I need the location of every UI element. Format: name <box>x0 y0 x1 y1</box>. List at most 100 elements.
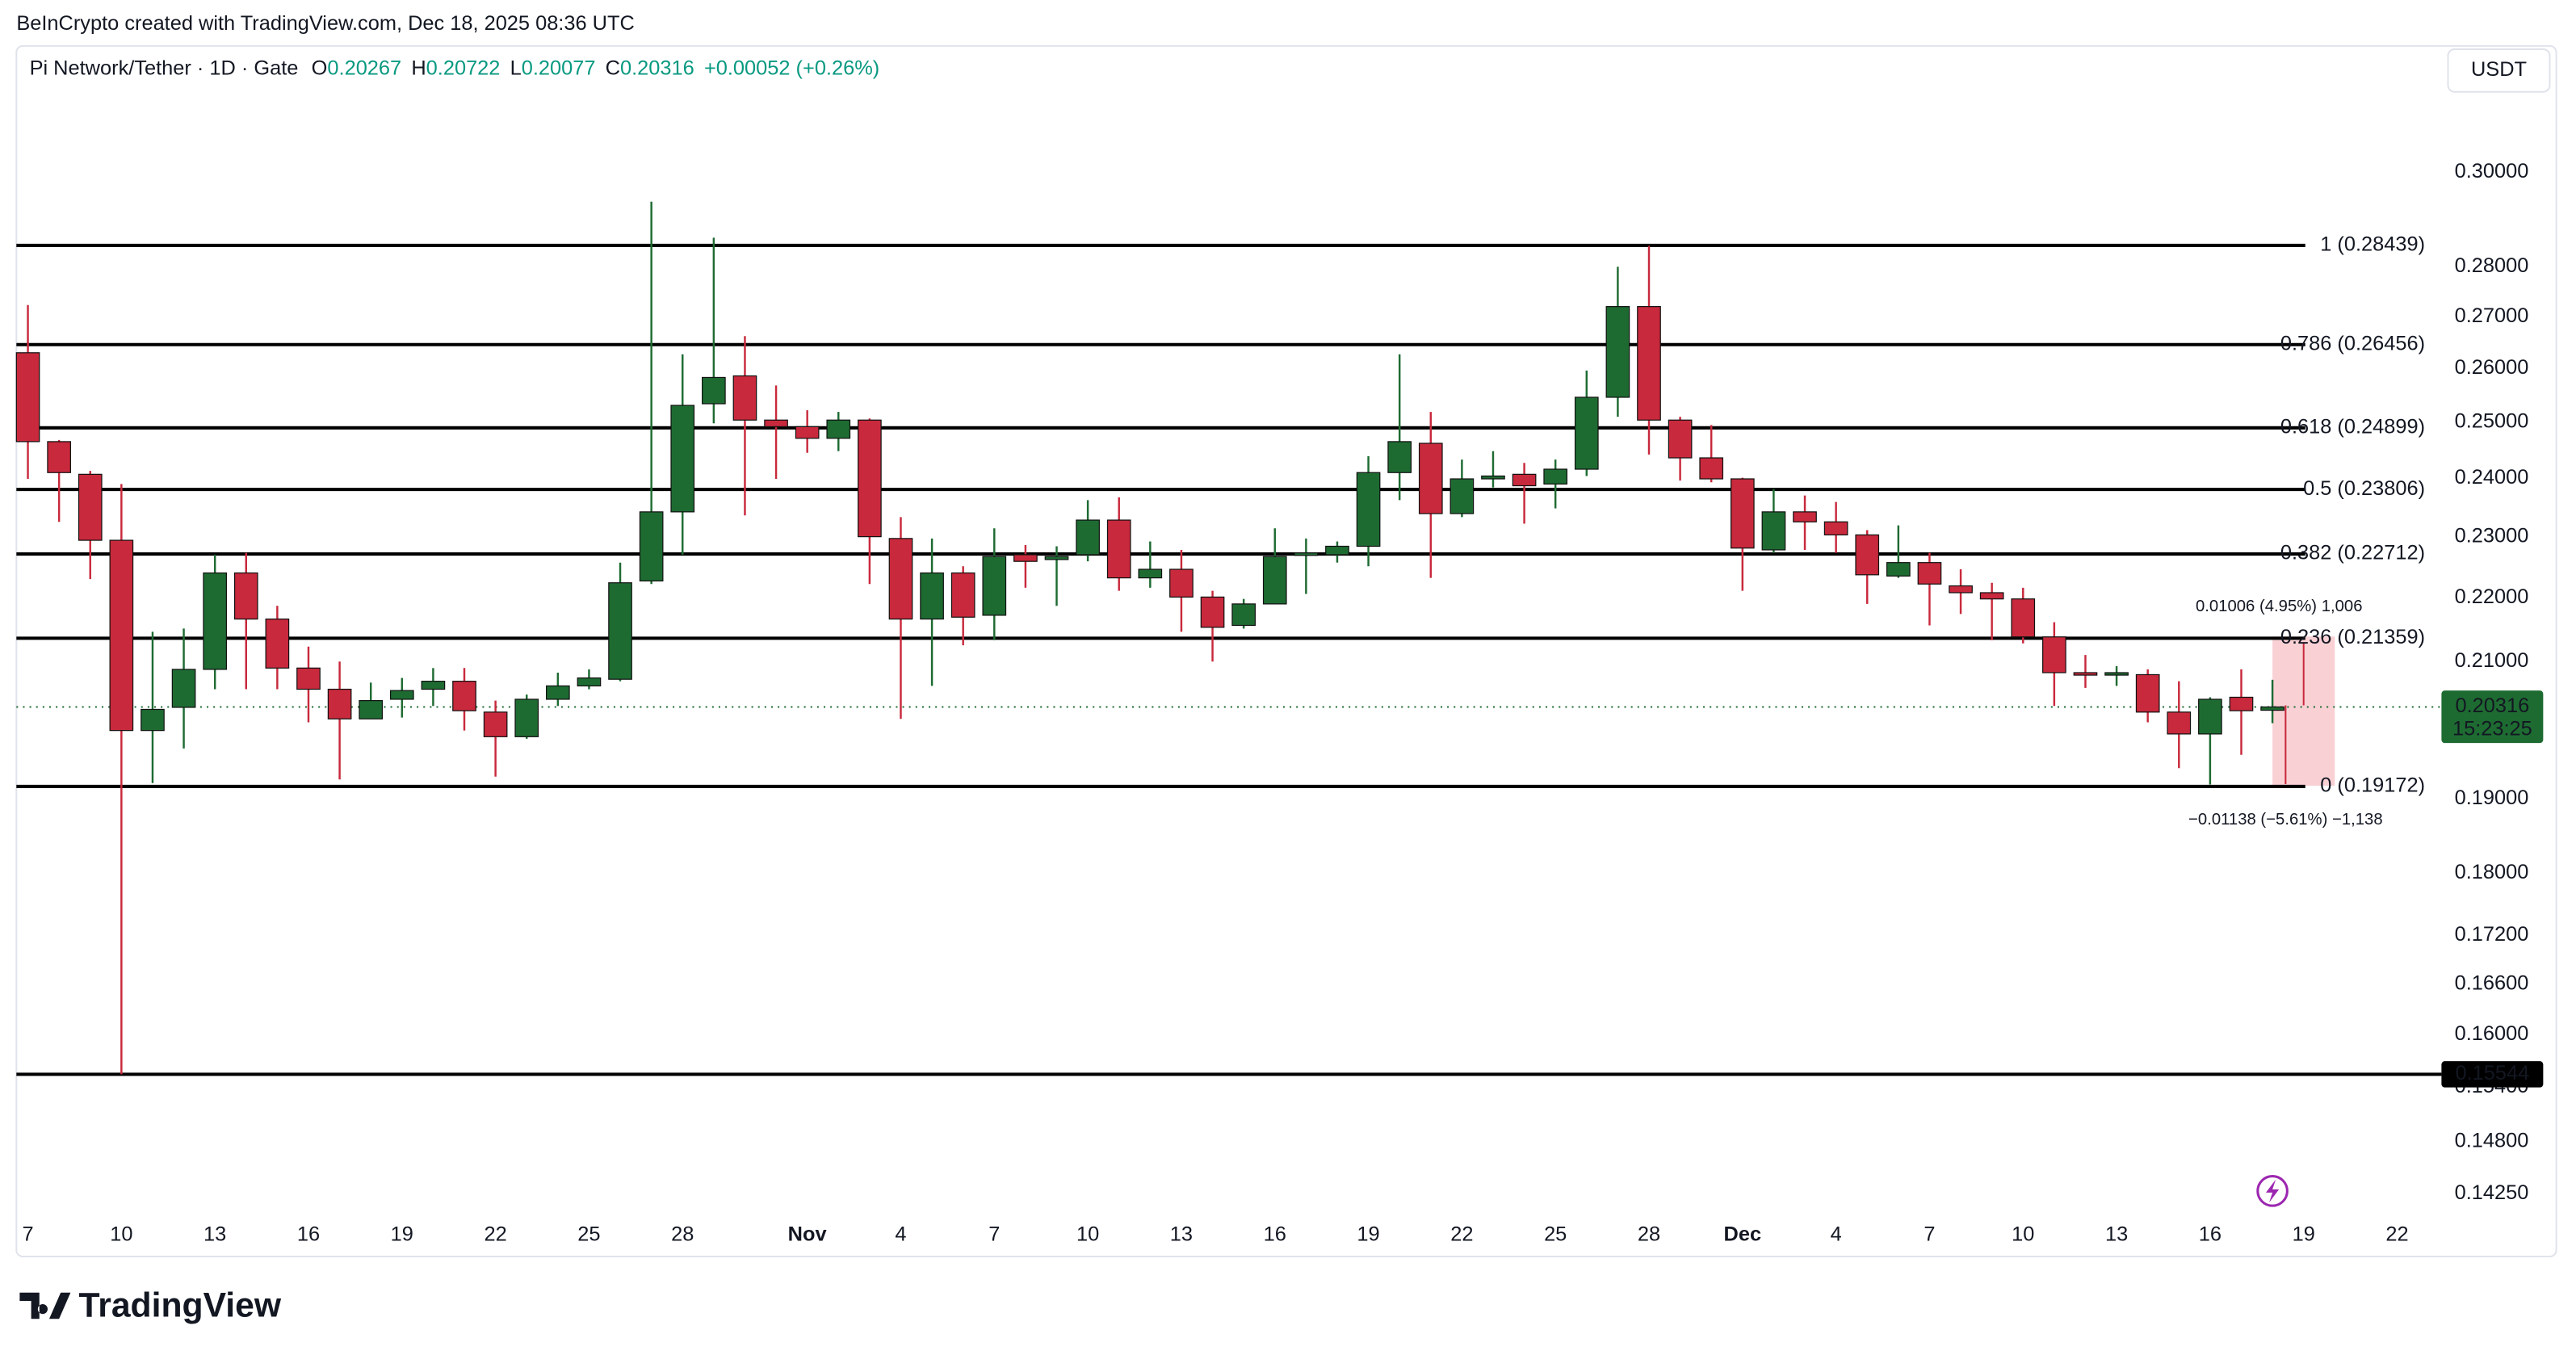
candle-body <box>1325 545 1349 556</box>
x-tick-label: 10 <box>110 1223 132 1245</box>
y-tick-label: 0.16600 <box>2455 971 2529 994</box>
last-price-box <box>2441 690 2544 744</box>
attribution: BeInCrypto created with TradingView.com,… <box>16 12 634 35</box>
y-tick-label: 0.17200 <box>2455 923 2529 946</box>
candle-body <box>1637 306 1661 421</box>
candle-body <box>950 572 975 618</box>
fib-label: 0.382 (0.22712) <box>2280 542 2425 564</box>
ohlc-value: 0.20267 <box>327 57 401 79</box>
y-tick-label: 0.28000 <box>2455 254 2529 277</box>
candle-body <box>47 441 71 473</box>
y-tick-label: 0.24000 <box>2455 466 2529 489</box>
y-tick-label: 0.21000 <box>2455 649 2529 672</box>
candle-body <box>639 511 664 582</box>
candle-body <box>15 352 40 443</box>
x-tick-label: 25 <box>1544 1223 1567 1245</box>
y-tick-label: 0.25000 <box>2455 410 2529 433</box>
y-tick-label: 0.26000 <box>2455 356 2529 379</box>
ohlc-label: L <box>510 57 522 79</box>
candle-body <box>1949 585 1973 594</box>
candle-body <box>1013 554 1038 562</box>
ohlc-label: C <box>606 57 620 79</box>
candle-body <box>1418 443 1443 514</box>
candle-body <box>858 419 882 538</box>
candle-body <box>732 375 757 421</box>
event-icon[interactable] <box>2256 1175 2289 1207</box>
candle-body <box>141 708 165 732</box>
x-tick-label: 28 <box>671 1223 694 1245</box>
branding: TradingView <box>79 1286 282 1324</box>
x-tick-label: 7 <box>1924 1223 1935 1245</box>
candle-body <box>78 473 103 541</box>
x-tick-label: Dec <box>1724 1223 1762 1245</box>
fib-label: 0.786 (0.26456) <box>2280 332 2425 354</box>
candle-body <box>1231 603 1256 627</box>
candle-body <box>577 677 602 687</box>
candle-body <box>795 426 820 439</box>
candle-body <box>421 681 446 690</box>
candle-body <box>1886 562 1911 577</box>
candle-body <box>2135 673 2160 713</box>
x-tick-label: Nov <box>788 1223 827 1245</box>
x-tick-label: 13 <box>2105 1223 2128 1245</box>
x-tick-label: 13 <box>203 1223 226 1245</box>
candle-body <box>1668 419 1693 459</box>
candle-body <box>1512 473 1537 487</box>
y-tick-label: 0.19000 <box>2455 787 2529 809</box>
candle-body <box>1262 556 1287 605</box>
candle-body <box>2104 672 2129 676</box>
candle-body <box>764 419 788 428</box>
ohlc-value: 0.20077 <box>522 57 596 79</box>
fib-label: 0.5 (0.23806) <box>2303 477 2425 500</box>
candle-body <box>1200 596 1225 628</box>
fib-label: 0.618 (0.24899) <box>2280 416 2425 438</box>
candle-body <box>265 619 290 669</box>
y-tick-label: 0.18000 <box>2455 861 2529 883</box>
candle-body <box>1823 521 1848 536</box>
x-tick-label: 10 <box>1076 1223 1099 1245</box>
y-tick-label: 0.16000 <box>2455 1022 2529 1045</box>
ohlc-label: O <box>312 57 328 79</box>
x-tick-label: 13 <box>1170 1223 1193 1245</box>
currency-button[interactable] <box>2447 48 2551 93</box>
x-tick-label: 10 <box>2012 1223 2034 1245</box>
plot: 0.30000 0.28000 0.27000 0.26000 0.25000 0.240… <box>15 160 2544 1245</box>
candle-body <box>233 572 258 620</box>
ohlc-label: H <box>411 57 426 79</box>
x-tick-label: 19 <box>391 1223 413 1245</box>
ohlc-value: 0.20316 <box>620 57 694 79</box>
candle-body <box>483 711 508 737</box>
candle-body <box>327 688 352 719</box>
y-tick-label: 0.27000 <box>2455 304 2529 327</box>
candle-body <box>608 582 632 680</box>
candle-body <box>2167 711 2192 735</box>
x-tick-label: 25 <box>577 1223 600 1245</box>
candle-body <box>702 376 726 405</box>
x-tick-label: 22 <box>2385 1223 2408 1245</box>
logo-mark <box>19 1292 71 1319</box>
candle-body <box>203 572 228 670</box>
candle-body <box>2260 706 2284 711</box>
currency[interactable]: USDT <box>2471 58 2527 81</box>
frame <box>15 44 2557 1258</box>
candle-body <box>1294 552 1319 556</box>
candle-body <box>1793 511 1817 522</box>
support-label: 0.15544 <box>2456 1062 2530 1084</box>
ohlc-value: 0.20722 <box>426 57 501 79</box>
fib-label: 0 (0.19172) <box>2320 774 2425 797</box>
fib-label: 1 (0.28439) <box>2320 233 2425 256</box>
symbol-legend: Pi Network/Tether · 1D · Gate O0.20267 H0.… <box>30 57 880 79</box>
candle-body <box>359 700 384 719</box>
candle-body <box>2011 598 2036 638</box>
candle-body <box>1605 306 1630 398</box>
countdown: 15:23:25 <box>2452 718 2532 740</box>
x-tick-label: 7 <box>988 1223 1000 1245</box>
candle-body <box>1106 519 1131 579</box>
x-tick-label: 16 <box>297 1223 320 1245</box>
y-tick-label: 0.23000 <box>2455 524 2529 547</box>
x-tick-label: 16 <box>1264 1223 1286 1245</box>
candle-body <box>1917 562 1942 585</box>
candle-body <box>2229 696 2254 711</box>
